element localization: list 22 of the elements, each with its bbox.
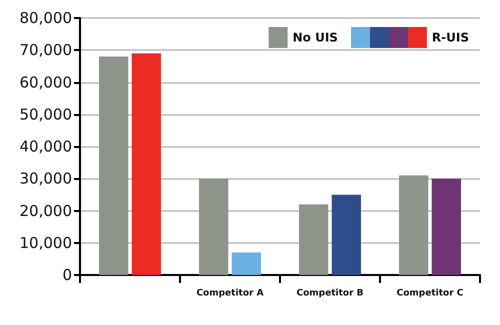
y-tick-label: 40,000 <box>20 138 72 156</box>
y-tick-label: 80,000 <box>20 9 72 27</box>
bar <box>432 178 461 275</box>
legend-label: R-UIS <box>432 30 470 44</box>
y-tick-label: 50,000 <box>20 105 72 124</box>
bar <box>99 56 128 275</box>
y-tick-label: 0 <box>62 266 72 284</box>
y-tick-label: 60,000 <box>20 73 72 92</box>
bar <box>132 53 161 275</box>
y-tick-label: 20,000 <box>20 202 72 220</box>
bar <box>199 178 228 275</box>
x-tick-label: Competitor A <box>196 288 264 298</box>
y-tick-label: 30,000 <box>20 170 72 188</box>
x-tick-label: Competitor B <box>296 288 364 298</box>
y-tick-label: 70,000 <box>20 41 72 60</box>
y-tick-label: 10,000 <box>20 234 72 252</box>
bar <box>399 175 428 275</box>
x-tick-label: Competitor C <box>396 288 464 298</box>
bar <box>232 252 261 275</box>
bar <box>332 194 361 275</box>
bar <box>299 204 328 275</box>
legend-label: No UIS <box>292 30 338 44</box>
